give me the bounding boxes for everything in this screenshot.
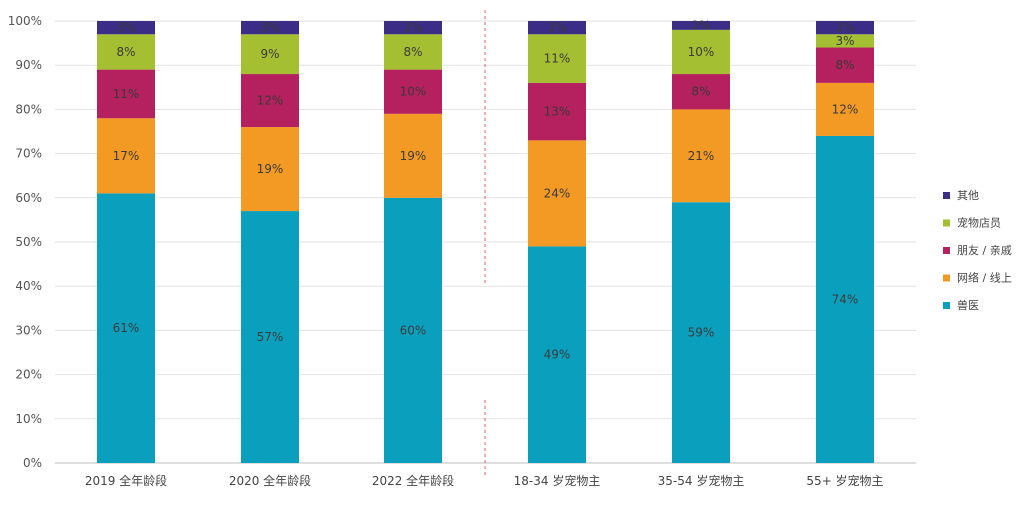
bar-segment (672, 202, 730, 463)
bar-segment (241, 211, 299, 463)
x-category-label: 55+ 岁宠物主 (806, 473, 883, 488)
y-tick-label: 100% (8, 14, 42, 28)
y-tick-label: 80% (15, 102, 42, 116)
bar-segment (384, 197, 442, 464)
data-label: 17% (113, 149, 140, 163)
data-label: 8% (835, 58, 854, 72)
legend-label: 其他 (957, 189, 979, 202)
bar-segment (241, 34, 299, 75)
bar-segment (384, 21, 442, 35)
x-category-label: 2019 全年龄段 (85, 473, 167, 488)
bar-segment (528, 21, 586, 35)
bar-segment (672, 109, 730, 203)
data-label: 8% (116, 45, 135, 59)
y-tick-label: 20% (15, 368, 42, 382)
legend-swatch (943, 274, 950, 282)
y-tick-label: 40% (15, 279, 42, 293)
x-category-label: 18-34 岁宠物主 (514, 473, 601, 488)
data-label: 13% (544, 105, 571, 119)
bar-segment (672, 21, 730, 30)
bar-segment (241, 74, 299, 128)
bar-segment (528, 34, 586, 83)
bar-segment (241, 127, 299, 212)
x-axis: 2019 全年龄段 2020 全年龄段 2022 全年龄段 18-34 岁宠物主 35-… (85, 473, 884, 488)
bar-segment (528, 246, 586, 463)
data-label: 59% (688, 326, 715, 340)
legend-label: 朋友 / 亲戚 (957, 243, 1012, 257)
y-tick-label: 90% (15, 58, 42, 72)
x-category-label: 2020 全年龄段 (229, 473, 311, 488)
data-label: 3% (116, 21, 135, 35)
data-label: 10% (400, 85, 427, 99)
data-label: 49% (544, 348, 571, 362)
data-label: 61% (113, 321, 140, 335)
data-label: 74% (832, 292, 859, 306)
data-label: 57% (257, 330, 284, 344)
bar-segment (384, 69, 442, 114)
bar-segment (528, 140, 586, 247)
data-label: 11% (113, 87, 140, 101)
legend-swatch (943, 192, 950, 199)
data-label: 3% (835, 21, 854, 35)
data-label: 19% (257, 162, 284, 176)
data-label: 3% (260, 21, 279, 35)
legend-swatch (943, 302, 950, 309)
bar-segment (97, 69, 155, 119)
data-label: 2% (691, 18, 710, 32)
data-label: 8% (691, 85, 710, 99)
bar-segment (816, 82, 874, 136)
y-tick-label: 50% (15, 235, 42, 249)
legend-label: 宠物店员 (957, 216, 1001, 230)
bar-segment (816, 21, 874, 35)
data-label: 12% (257, 94, 284, 108)
x-category-label: 2022 全年龄段 (372, 473, 454, 488)
data-label: 11% (544, 52, 571, 66)
data-label: 12% (832, 102, 859, 116)
bar-segment (672, 74, 730, 110)
bar-segment (384, 113, 442, 198)
legend-label: 兽医 (957, 298, 979, 312)
data-label: 8% (403, 45, 422, 59)
x-category-label: 35-54 岁宠物主 (658, 473, 745, 488)
data-label: 24% (544, 186, 571, 200)
bar-segment (384, 34, 442, 70)
data-label: 3% (835, 34, 854, 48)
y-tick-label: 0% (23, 456, 42, 470)
bar-segment (528, 82, 586, 141)
bar-segment (241, 21, 299, 35)
data-label: 3% (403, 21, 422, 35)
data-label: 60% (400, 323, 427, 337)
data-label: 21% (688, 149, 715, 163)
bar-segment (97, 193, 155, 463)
bar-segment (816, 34, 874, 48)
y-tick-label: 60% (15, 191, 42, 205)
grid-lines (55, 20, 916, 464)
bar-segment (672, 29, 730, 75)
y-tick-label: 70% (15, 147, 42, 161)
y-tick-label: 30% (15, 323, 42, 337)
legend-label: 网络 / 线上 (957, 271, 1012, 285)
y-axis: 0% 10% 20% 30% 40% 50% 60% 70% 80% 90% 100% (8, 14, 42, 470)
data-label: 3% (547, 21, 566, 35)
bar-segment (816, 47, 874, 83)
data-label: 9% (260, 47, 279, 61)
y-tick-label: 10% (15, 412, 42, 426)
data-label: 10% (688, 45, 715, 59)
bar-segment (97, 118, 155, 194)
bar-segment (816, 135, 874, 464)
legend-swatch (943, 219, 950, 227)
legend-swatch (943, 247, 950, 254)
bar-segment (97, 21, 155, 35)
bar-segment (97, 34, 155, 70)
bars: 61% 17% 11% 8% 3% 57% 19% 12% 9% 3% 60% 19% 10% 8% 3% 4… (97, 18, 874, 464)
data-label: 19% (400, 149, 427, 163)
